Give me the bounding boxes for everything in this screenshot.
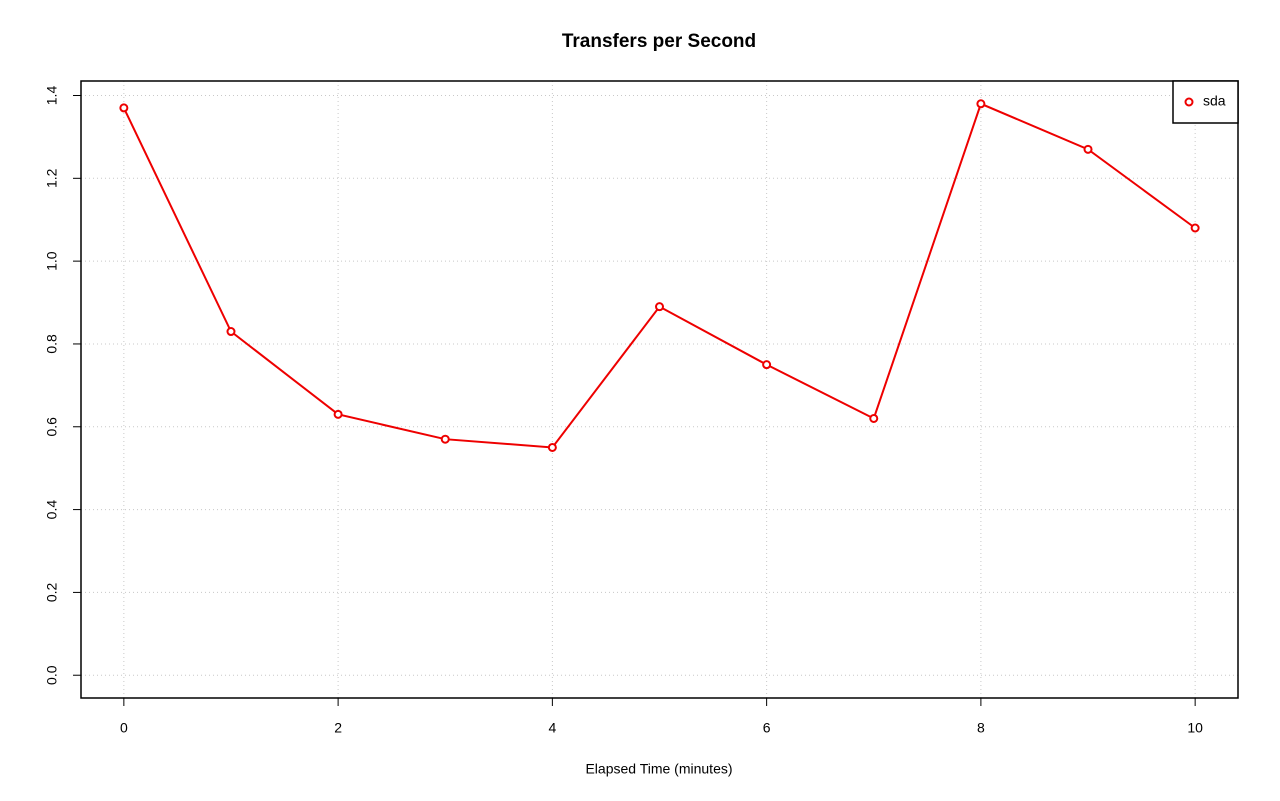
- point: [655, 302, 664, 312]
- legend-label: sda: [1203, 93, 1226, 109]
- y-tick-label: 0.6: [44, 417, 60, 437]
- x-tick-label: 10: [1187, 720, 1203, 736]
- legend-box: [1172, 80, 1239, 124]
- x-tick-label: 2: [334, 720, 342, 736]
- point: [226, 327, 236, 337]
- plot-frame: [80, 80, 1239, 699]
- point: [762, 360, 772, 370]
- point: [547, 442, 557, 452]
- x-tick-label: 4: [548, 720, 556, 736]
- x-axis-label: Elapsed Time (minutes): [585, 761, 732, 777]
- x-tick-label: 6: [763, 720, 771, 736]
- y-tick-label: 0.8: [44, 334, 60, 354]
- point: [1190, 223, 1200, 233]
- y-tick-label: 1.2: [44, 168, 60, 188]
- x-tick-label: 0: [120, 720, 128, 736]
- line: [122, 102, 1196, 449]
- y-tick-label: 0.4: [44, 500, 60, 520]
- y-tick-label: 1.4: [44, 86, 60, 106]
- point: [119, 103, 129, 113]
- y-tick-label: 0.0: [44, 665, 60, 685]
- point: [869, 413, 879, 423]
- legend-marker: [1184, 97, 1194, 107]
- point: [440, 434, 450, 444]
- y-tick-label: 0.2: [44, 582, 60, 602]
- point: [1083, 144, 1093, 154]
- point: [976, 99, 986, 109]
- y-tick-label: 1.0: [44, 251, 60, 271]
- point: [333, 409, 343, 419]
- chart-title: Transfers per Second: [562, 31, 756, 52]
- x-tick-label: 8: [977, 720, 985, 736]
